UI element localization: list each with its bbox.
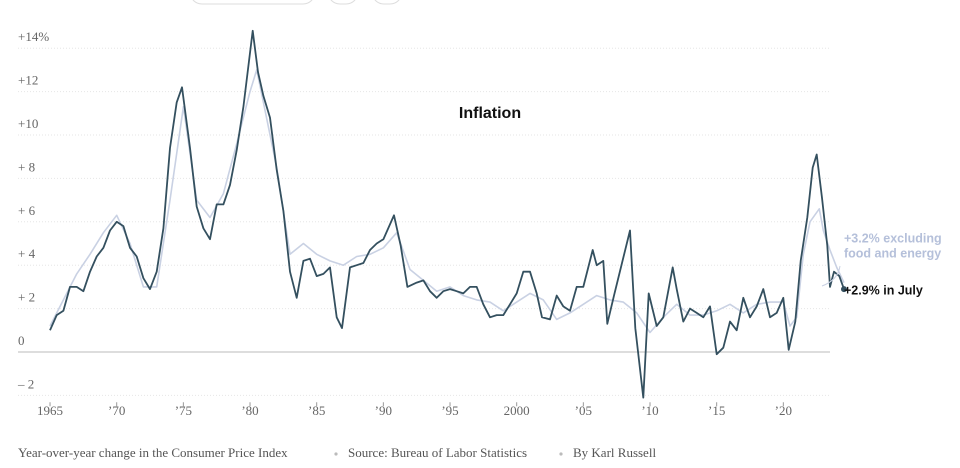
x-tick-label: ’05 (575, 403, 592, 418)
footer-text: Source: Bureau of Labor Statistics (348, 445, 527, 460)
x-tick-label: ’20 (775, 403, 792, 418)
footer-text: Year-over-year change in the Consumer Pr… (18, 445, 288, 460)
annotation: +3.2% excluding (844, 231, 942, 245)
end-dot (841, 286, 848, 293)
y-tick-label: + 2 (18, 290, 35, 305)
chart-title: Inflation (459, 105, 521, 122)
top-button[interactable] (190, 0, 315, 5)
lines (49, 29, 848, 399)
series-line (49, 69, 845, 334)
y-tick-label: 0 (18, 333, 25, 348)
y-tick-label: + 4 (18, 246, 36, 261)
annotation: food and energy (844, 246, 941, 260)
y-tick-label: +10 (18, 116, 38, 131)
y-tick-label: +14% (18, 29, 49, 44)
x-tick-label: ’80 (241, 403, 258, 418)
x-tick-label: ’70 (108, 403, 125, 418)
connector (821, 265, 841, 287)
x-tick-label: ’10 (641, 403, 658, 418)
top-button[interactable] (328, 0, 358, 5)
x-tick-label: ’75 (175, 403, 192, 418)
y-tick-label: + 8 (18, 159, 35, 174)
top-button[interactable] (372, 0, 402, 5)
footer-text: By Karl Russell (573, 445, 656, 460)
y-tick-label: – 2 (17, 376, 34, 391)
annotation: +2.9% in July (844, 283, 923, 297)
x-tick-label: ’15 (708, 403, 725, 418)
x-tick-label: 1965 (37, 403, 63, 418)
x-tick-label: 2000 (504, 403, 530, 418)
x-tick-label: ’85 (308, 403, 325, 418)
x-tick-label: ’95 (441, 403, 458, 418)
y-tick-label: + 6 (18, 203, 36, 218)
separator (559, 452, 563, 456)
x-tick-label: ’90 (375, 403, 392, 418)
separator (334, 452, 338, 456)
y-tick-label: +12 (18, 73, 38, 88)
series-line (49, 29, 845, 399)
